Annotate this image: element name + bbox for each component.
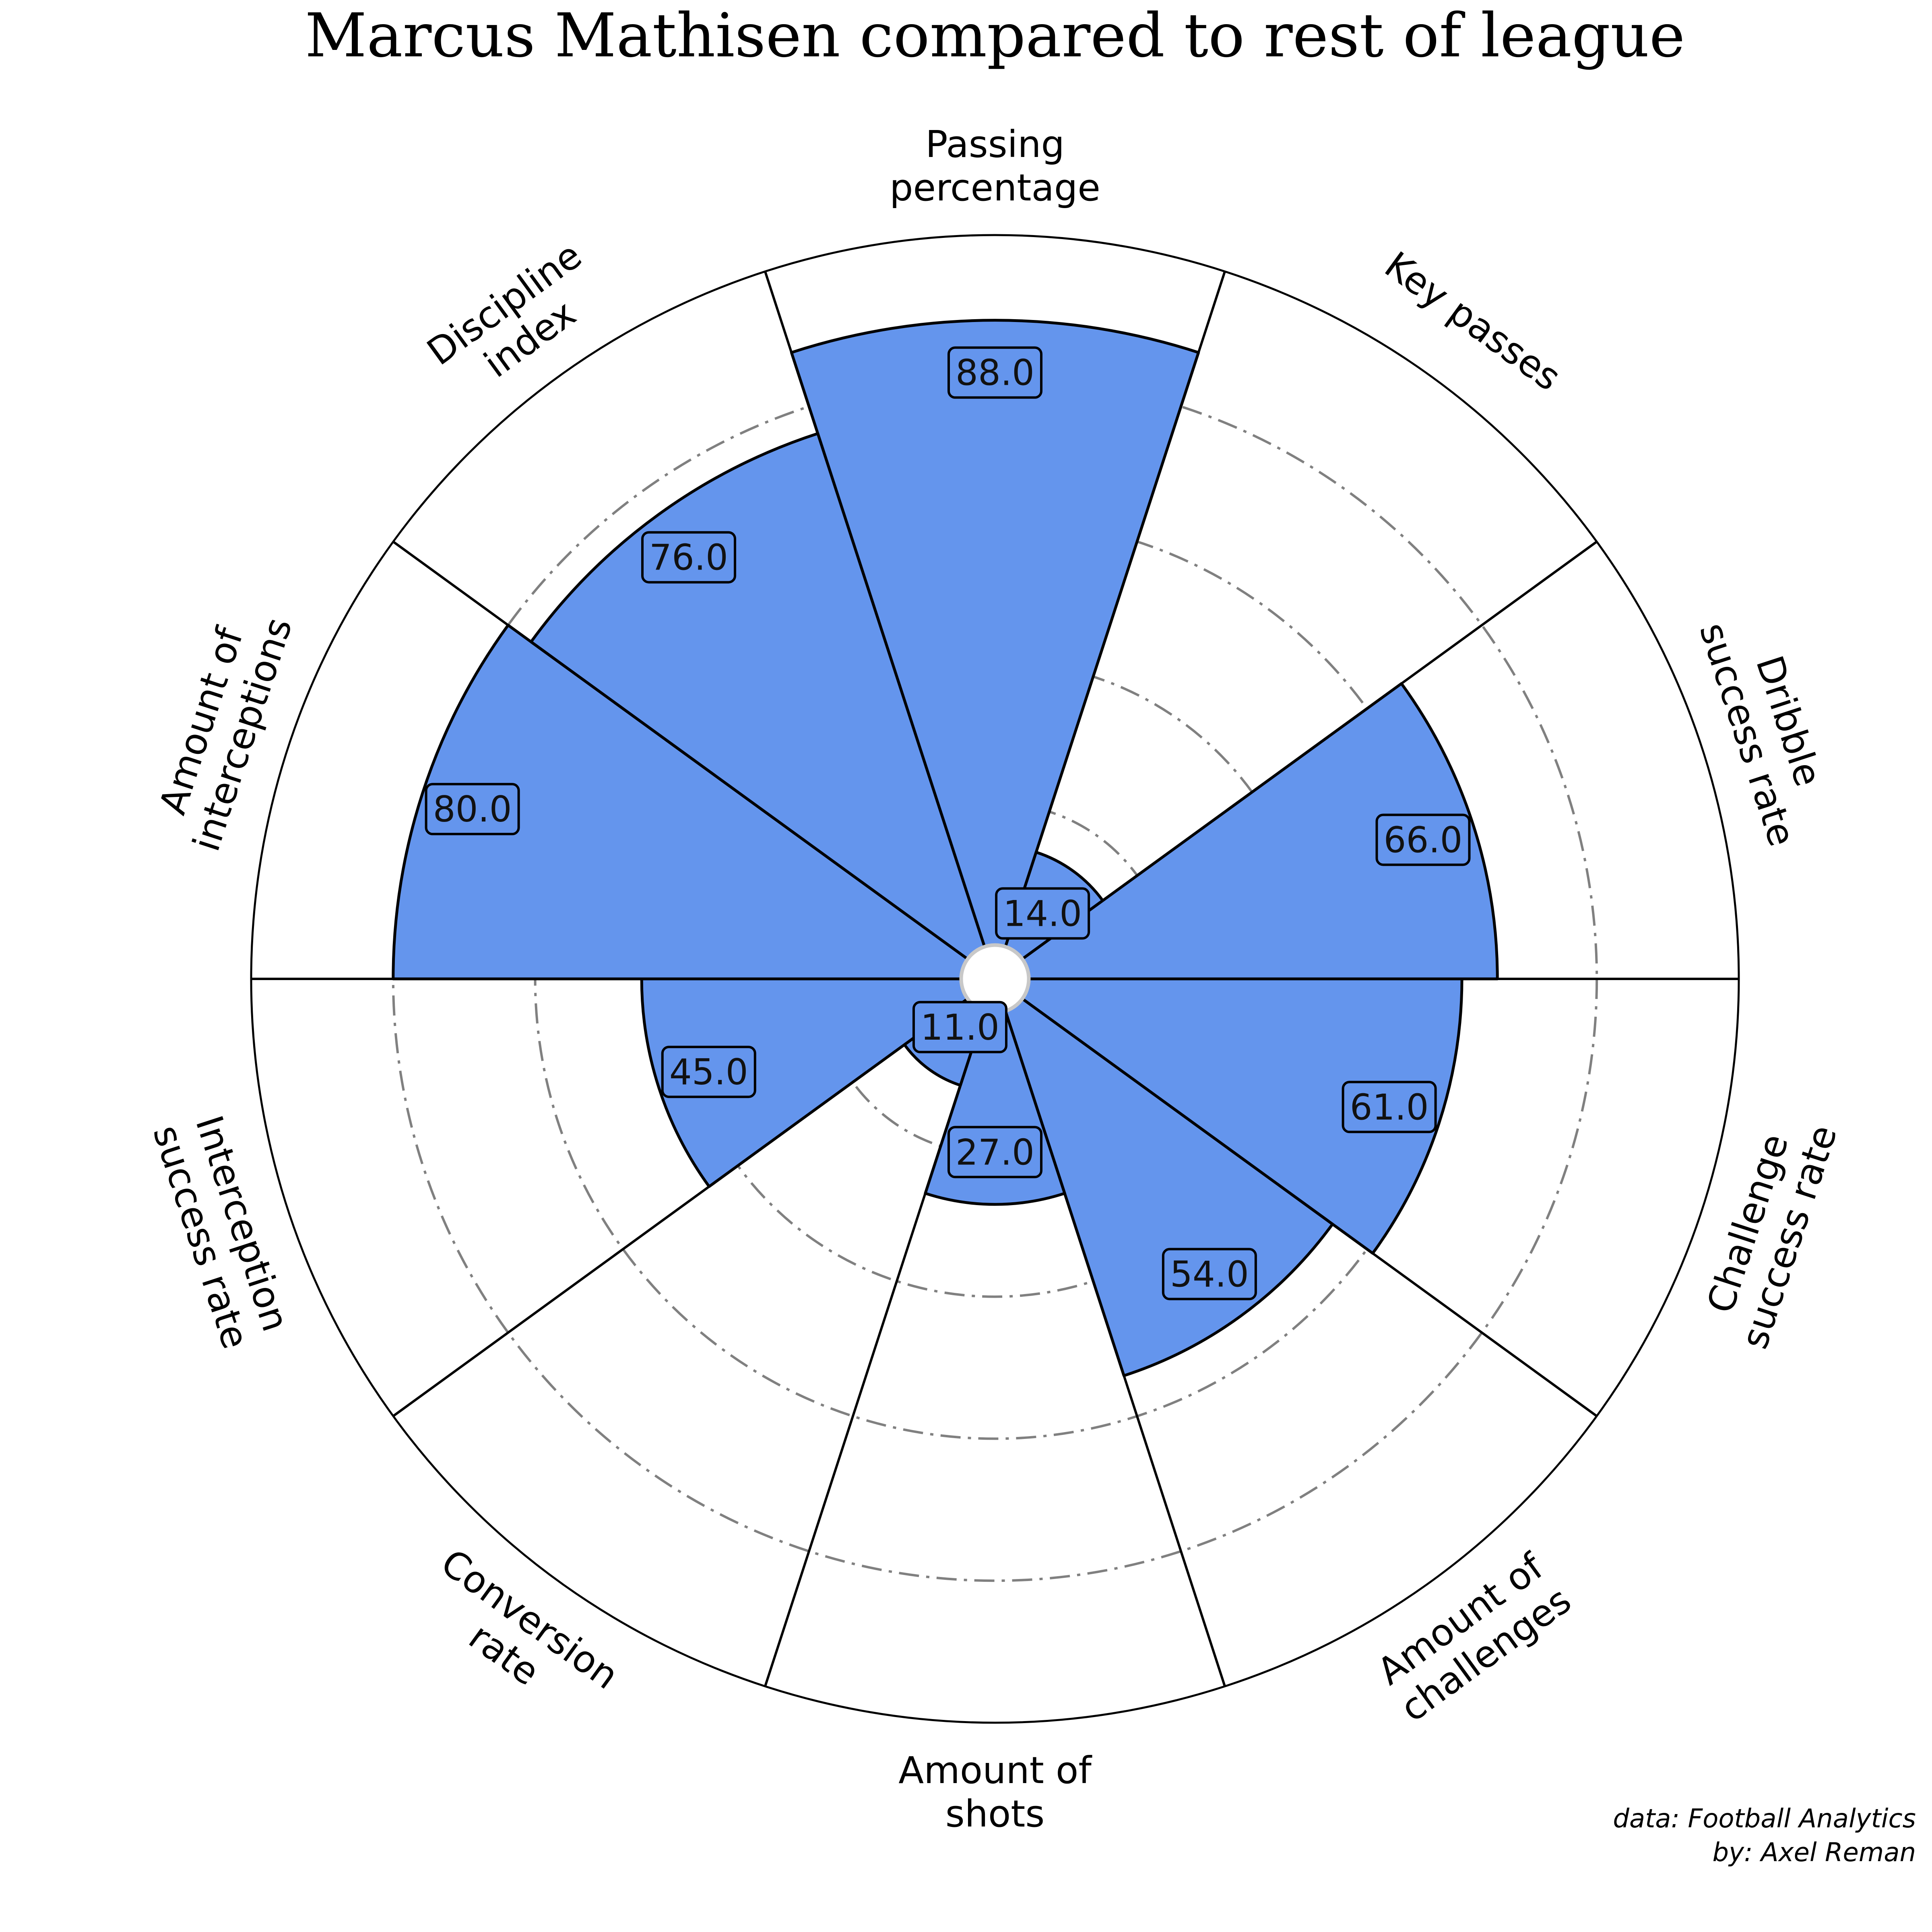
spoke-6 [764, 978, 996, 1687]
category-text-5: Amount of shots [898, 1749, 1092, 1835]
value-label-8: 80.0 [425, 783, 520, 836]
category-text-8: Amount ofinterceptions [143, 599, 301, 856]
source-credit: data: Football Analytics [1613, 1804, 1916, 1834]
spoke-0 [764, 271, 996, 979]
value-text-0: 88.0 [956, 352, 1034, 394]
bar-2 [993, 682, 1499, 980]
bar-3 [993, 977, 1463, 1255]
spoke-group [251, 271, 1739, 1687]
outer-ring [250, 234, 1740, 1724]
category-text-4: Amount ofchallenges [1367, 1543, 1579, 1730]
value-text-5: 27.0 [956, 1131, 1034, 1173]
value-label-9: 76.0 [641, 531, 737, 584]
spoke-1 [994, 271, 1226, 979]
value-text-7: 45.0 [669, 1051, 748, 1093]
category-text-6: Conversionrate [408, 1541, 627, 1733]
category-label-2: Dribblesuccess rate [1691, 604, 1845, 851]
category-text-9: Disciplineindex [419, 233, 615, 409]
bar-8 [392, 623, 997, 980]
value-text-9: 76.0 [649, 537, 728, 578]
spoke-2 [994, 541, 1598, 980]
value-text-6: 11.0 [921, 1007, 999, 1048]
value-text-3: 61.0 [1350, 1086, 1429, 1128]
bar-0 [790, 319, 1200, 980]
category-text-2: Dribblesuccess rate [1691, 604, 1845, 851]
spoke-4 [994, 978, 1598, 1417]
category-label-6: Conversionrate [408, 1541, 627, 1733]
value-label-3: 61.0 [1342, 1081, 1437, 1133]
value-label-2: 66.0 [1375, 813, 1471, 866]
bar-7 [640, 977, 997, 1188]
category-text-7: Interceptionsuccess rate [144, 1106, 298, 1354]
category-label-1: Key passes [1377, 244, 1569, 399]
value-label-1: 14.0 [995, 887, 1090, 940]
category-label-5: Amount of shots [898, 1749, 1092, 1835]
value-text-1: 14.0 [1003, 893, 1082, 934]
spoke-5 [994, 978, 1226, 1687]
category-text-0: Passing percentage [890, 123, 1100, 209]
category-label-4: Amount ofchallenges [1367, 1543, 1579, 1730]
chart-title: Marcus Mathisen compared to rest of leag… [305, 1, 1685, 71]
value-text-8: 80.0 [433, 788, 512, 830]
value-label-4: 54.0 [1162, 1248, 1257, 1300]
category-label-7: Interceptionsuccess rate [144, 1106, 298, 1354]
category-text-1: Key passes [1377, 244, 1569, 399]
spoke-9 [392, 541, 996, 980]
category-label-0: Passing percentage [890, 123, 1100, 209]
spoke-7 [392, 978, 996, 1417]
value-label-5: 27.0 [947, 1126, 1042, 1179]
value-label-group: 88.0 14.0 66.0 61.0 54.0 27.0 11.0 45.0 80.0 76.0 [425, 346, 1471, 1300]
category-label-3: Challengesuccess rate [1691, 1106, 1845, 1354]
author-credit: by: Axel Reman [1712, 1838, 1916, 1868]
value-label-7: 45.0 [661, 1046, 756, 1098]
category-text-3: Challengesuccess rate [1691, 1106, 1845, 1354]
value-text-2: 66.0 [1384, 819, 1463, 861]
value-label-0: 88.0 [947, 346, 1042, 399]
category-label-8: Amount ofinterceptions [143, 599, 301, 857]
value-label-6: 11.0 [912, 1001, 1007, 1053]
category-label-9: Disciplineindex [419, 233, 615, 409]
value-text-4: 54.0 [1170, 1253, 1249, 1295]
bar-group [392, 319, 1499, 1377]
